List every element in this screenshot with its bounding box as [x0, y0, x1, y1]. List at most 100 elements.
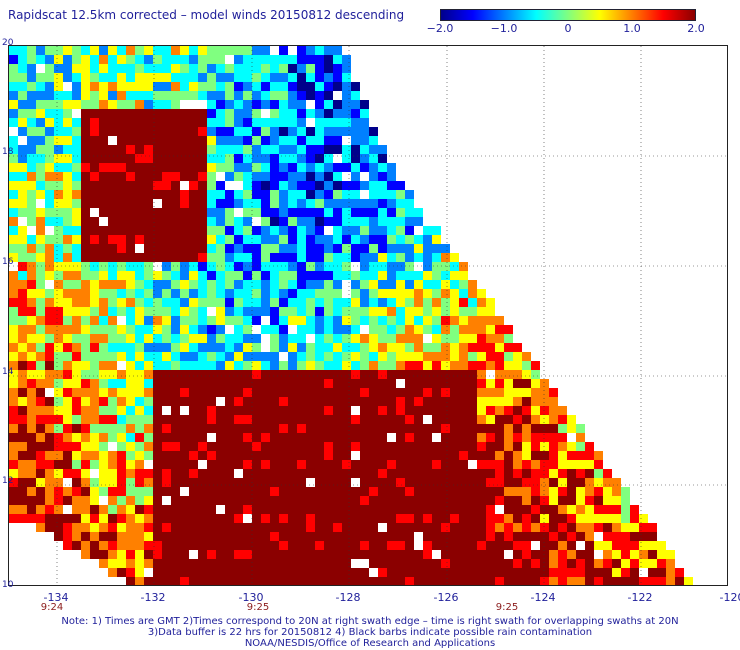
wind-cell [27, 208, 36, 217]
wind-cell [288, 91, 297, 100]
wind-cell [252, 118, 261, 127]
wind-cell [225, 550, 234, 559]
wind-cell [180, 334, 189, 343]
wind-cell [450, 307, 459, 316]
wind-cell [324, 118, 333, 127]
wind-cell [594, 478, 603, 487]
wind-cell [81, 523, 90, 532]
wind-cell [279, 262, 288, 271]
wind-cell [396, 190, 405, 199]
wind-cell [288, 487, 297, 496]
lat-tick-10: 10 [2, 580, 14, 590]
wind-cell [126, 415, 135, 424]
wind-cell [153, 379, 162, 388]
wind-cell [315, 352, 324, 361]
wind-cell [108, 550, 117, 559]
wind-cell [639, 532, 648, 541]
wind-cell [144, 253, 153, 262]
wind-cell [198, 208, 207, 217]
wind-cell [522, 460, 531, 469]
wind-cell [234, 199, 243, 208]
wind-cell [252, 379, 261, 388]
wind-cell [594, 469, 603, 478]
wind-cell [171, 136, 180, 145]
wind-cell [486, 514, 495, 523]
wind-cell [108, 505, 117, 514]
wind-cell [99, 46, 108, 55]
wind-cell [153, 244, 162, 253]
wind-cell [135, 298, 144, 307]
wind-cell [99, 370, 108, 379]
wind-cell [54, 262, 63, 271]
wind-cell [63, 352, 72, 361]
wind-cell [441, 397, 450, 406]
wind-cell [27, 82, 36, 91]
wind-cell [342, 208, 351, 217]
wind-cell [171, 334, 180, 343]
wind-cell [270, 415, 279, 424]
wind-cell [315, 154, 324, 163]
wind-cell [216, 451, 225, 460]
wind-cell [351, 343, 360, 352]
wind-cell [603, 523, 612, 532]
wind-cell [639, 514, 648, 523]
wind-cell [108, 316, 117, 325]
wind-cell [342, 334, 351, 343]
wind-cell [234, 442, 243, 451]
wind-cell [171, 181, 180, 190]
wind-cell [432, 523, 441, 532]
wind-cell [90, 100, 99, 109]
wind-cell [216, 127, 225, 136]
wind-cell [198, 370, 207, 379]
wind-cell [360, 145, 369, 154]
wind-cell [81, 163, 90, 172]
wind-cell [63, 433, 72, 442]
wind-cell [243, 109, 252, 118]
wind-cell [108, 127, 117, 136]
wind-cell [342, 505, 351, 514]
wind-cell [297, 523, 306, 532]
wind-cell [540, 379, 549, 388]
wind-cell [234, 100, 243, 109]
wind-cell [144, 82, 153, 91]
wind-cell [531, 460, 540, 469]
wind-cell [387, 559, 396, 568]
wind-cell [486, 379, 495, 388]
wind-cell [387, 505, 396, 514]
wind-cell [540, 415, 549, 424]
wind-cell [234, 415, 243, 424]
wind-cell [54, 118, 63, 127]
wind-cell [297, 307, 306, 316]
wind-cell [441, 505, 450, 514]
wind-cell [603, 487, 612, 496]
wind-cell [513, 397, 522, 406]
wind-cell [9, 460, 18, 469]
wind-cell [270, 136, 279, 145]
wind-cell [171, 406, 180, 415]
wind-cell [216, 217, 225, 226]
wind-cell [99, 73, 108, 82]
wind-cell [18, 145, 27, 154]
wind-cell [180, 370, 189, 379]
wind-cell [270, 442, 279, 451]
wind-cell [54, 343, 63, 352]
wind-cell [315, 253, 324, 262]
wind-cell [324, 127, 333, 136]
wind-cell [72, 244, 81, 253]
wind-cell [369, 325, 378, 334]
wind-cell [378, 145, 387, 154]
wind-cell [180, 523, 189, 532]
wind-cell [486, 307, 495, 316]
wind-cell [432, 271, 441, 280]
wind-cell [360, 487, 369, 496]
wind-cell [162, 289, 171, 298]
wind-cell [396, 460, 405, 469]
wind-cell [72, 181, 81, 190]
wind-cell [234, 361, 243, 370]
wind-cell [657, 559, 666, 568]
wind-cell [207, 505, 216, 514]
wind-cell [306, 208, 315, 217]
wind-cell [315, 550, 324, 559]
wind-cell [90, 136, 99, 145]
wind-cell [306, 451, 315, 460]
